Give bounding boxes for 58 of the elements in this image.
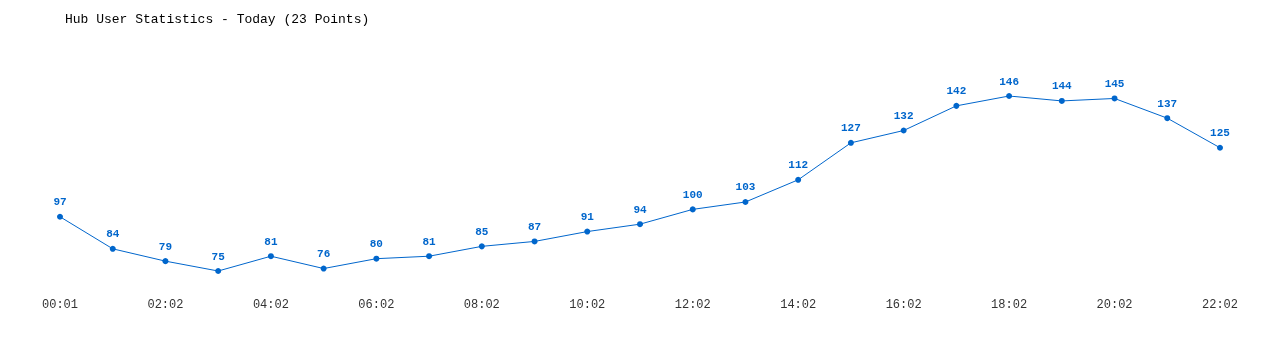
data-label: 125 [1210, 127, 1231, 140]
point [742, 198, 749, 205]
point [689, 206, 696, 213]
data-label: 94 [633, 203, 647, 216]
point [953, 102, 960, 109]
data-label: 112 [788, 159, 809, 172]
x-tick-label: 10:02 [569, 298, 606, 312]
point [531, 238, 538, 245]
x-tick-label: 16:02 [885, 298, 922, 312]
x-tick-label: 00:01 [41, 298, 79, 312]
data-label: 146 [999, 75, 1019, 88]
chart-title: Hub User Statistics - Today (23 Points) [65, 12, 370, 27]
point [373, 255, 380, 262]
point [795, 176, 802, 183]
x-tick-label: 06:02 [358, 298, 395, 312]
data-label: 84 [106, 228, 120, 241]
point [478, 243, 485, 250]
data-label: 91 [580, 211, 595, 224]
point [847, 139, 854, 146]
point [1006, 93, 1013, 99]
point [215, 268, 222, 274]
data-label: 87 [527, 220, 542, 233]
data-label: 144 [1051, 80, 1073, 93]
data-label: 142 [946, 85, 967, 98]
x-tick-label: 04:02 [252, 298, 289, 312]
data-label: 81 [264, 235, 278, 248]
point [1058, 97, 1065, 104]
data-label: 79 [158, 240, 173, 253]
data-label: 85 [475, 225, 489, 238]
point [900, 127, 907, 134]
point [426, 253, 433, 260]
x-tick-label: 12:02 [674, 298, 711, 312]
x-tick-label: 18:02 [991, 298, 1028, 312]
point [162, 258, 169, 265]
point [109, 245, 116, 252]
x-tick-label: 02:02 [147, 298, 184, 312]
x-tick-label: 14:02 [780, 298, 817, 312]
data-label: 97 [53, 196, 67, 209]
data-label: 100 [682, 188, 703, 201]
x-tick-label: 08:02 [463, 298, 500, 312]
data-label: 81 [422, 235, 437, 248]
data-label: 103 [735, 181, 756, 194]
point [267, 253, 274, 260]
data-label: 132 [893, 110, 914, 123]
point [320, 265, 327, 272]
data-label: 145 [1104, 77, 1125, 90]
x-tick-label: 20:02 [1096, 298, 1133, 312]
point [57, 213, 63, 220]
point [1164, 115, 1171, 122]
point [637, 221, 643, 228]
data-label: 80 [369, 238, 383, 251]
data-label: 137 [1157, 97, 1178, 110]
data-label: 75 [211, 250, 226, 263]
point [1111, 95, 1118, 102]
data-label: 76 [317, 248, 331, 261]
x-tick-label: 22:02 [1201, 298, 1239, 312]
data-label: 127 [841, 122, 861, 135]
point [1217, 144, 1223, 151]
